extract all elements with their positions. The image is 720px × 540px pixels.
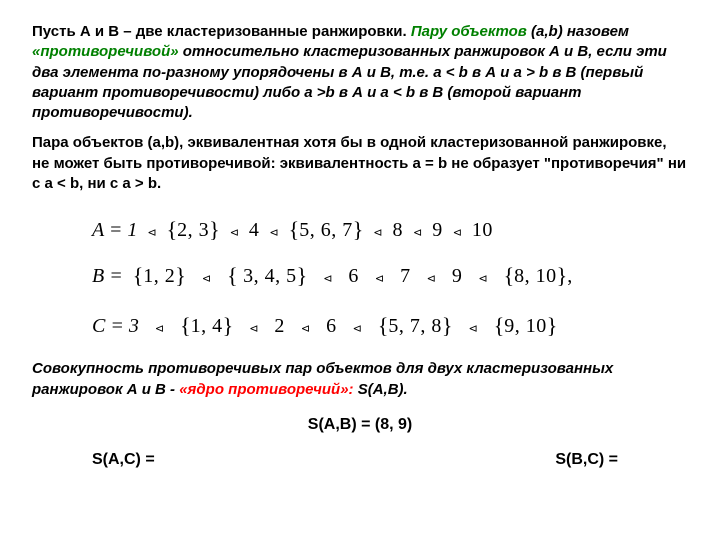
a-g2: 5, 6, 7	[299, 219, 353, 241]
c-m1: 2	[274, 315, 285, 337]
b-m3: 9	[452, 265, 463, 287]
b-g2: 3, 4, 5	[238, 265, 297, 287]
b-g3: 8, 10	[514, 265, 557, 287]
p1-a: Пусть А и В – две кластеризованные ранжи…	[32, 23, 407, 40]
c-g2: 5, 7, 8	[388, 315, 442, 337]
paragraph-definition: Пусть А и В – две кластеризованные ранжи…	[32, 22, 688, 123]
c-m2: 6	[326, 315, 337, 337]
p1-b: Пару объектов	[407, 23, 527, 40]
prec-icon: ⊲	[453, 227, 462, 239]
p1-d: «противоречивой»	[32, 43, 179, 60]
a-m2: 8	[392, 219, 403, 241]
b-m2: 7	[400, 265, 411, 287]
b-tail: ,	[567, 265, 573, 287]
prec-icon: ⊲	[427, 273, 436, 285]
formula-sab: S(A,B) = (8, 9)	[32, 414, 688, 436]
prec-icon: ⊲	[353, 323, 362, 335]
prec-icon: ⊲	[230, 227, 239, 239]
prec-icon: ⊲	[375, 273, 384, 285]
prec-icon: ⊲	[478, 273, 487, 285]
a-lead: A = 1	[92, 219, 137, 241]
paragraph-core: Совокупность противоречивых пар объектов…	[32, 359, 688, 400]
c-g3: 9, 10	[504, 315, 547, 337]
a-m3: 9	[432, 219, 443, 241]
prec-icon: ⊲	[147, 227, 156, 239]
prec-icon: ⊲	[413, 227, 422, 239]
a-g1: 2, 3	[177, 219, 209, 241]
ranking-b: B ={1, 2}⊲{ 3, 4, 5}⊲6⊲7⊲9⊲{8, 10},	[92, 254, 688, 296]
ranking-c: C = 3⊲{1, 4}⊲2⊲6⊲{5, 7, 8}⊲{9, 10}	[92, 304, 688, 346]
prec-icon: ⊲	[301, 323, 310, 335]
c-g1: 1, 4	[191, 315, 223, 337]
a-m4: 10	[472, 219, 493, 241]
prec-icon: ⊲	[468, 323, 477, 335]
formula-sac: S(A,C) =	[92, 449, 155, 471]
c-lead: C = 3	[92, 315, 139, 337]
prec-icon: ⊲	[323, 273, 332, 285]
b-m1: 6	[348, 265, 359, 287]
b-lead: B =	[92, 265, 123, 287]
prec-icon: ⊲	[373, 227, 382, 239]
prec-icon: ⊲	[155, 323, 164, 335]
prec-icon: ⊲	[269, 227, 278, 239]
ranking-a: A = 1⊲{2, 3}⊲4⊲{5, 6, 7}⊲8⊲9⊲10	[92, 208, 688, 250]
a-m1: 4	[249, 219, 260, 241]
paragraph-equivalence: Пара объектов (a,b), эквивалентная хотя …	[32, 133, 688, 194]
prec-icon: ⊲	[249, 323, 258, 335]
p1-c: (a,b) назовем	[527, 23, 629, 40]
prec-icon: ⊲	[202, 273, 211, 285]
p3-b: «ядро противоречий»:	[175, 381, 353, 398]
b-g1: 1, 2	[143, 265, 175, 287]
p3-c: S(A,B).	[354, 381, 408, 398]
formula-row: S(A,C) = S(B,C) =	[32, 449, 688, 471]
formula-sbc: S(B,C) =	[555, 449, 618, 471]
rankings-block: A = 1⊲{2, 3}⊲4⊲{5, 6, 7}⊲8⊲9⊲10 B ={1, 2…	[92, 208, 688, 345]
